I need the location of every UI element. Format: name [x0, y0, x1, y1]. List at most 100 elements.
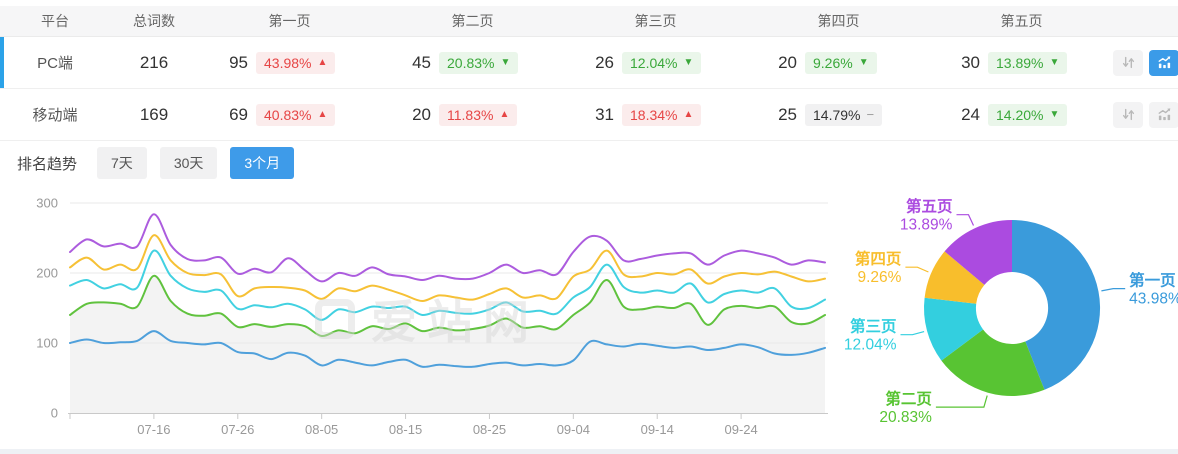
trend-arrow-icon: ▼ — [683, 56, 694, 68]
svg-text:100: 100 — [36, 336, 58, 351]
page-bottom-strip — [0, 449, 1178, 454]
page3-count: 31 — [595, 104, 614, 124]
change-percent: 14.20% — [996, 106, 1044, 123]
page5-count: 24 — [961, 104, 980, 124]
change-percent: 11.83% — [447, 106, 494, 123]
sort-compare-button[interactable] — [1113, 49, 1143, 76]
bar-trend-icon — [1158, 108, 1170, 121]
trend-arrow-icon: ▲ — [683, 108, 694, 120]
page4-change-badge: 14.79% − — [805, 103, 883, 126]
svg-text:第五页: 第五页 — [906, 197, 953, 216]
svg-text:09-04: 09-04 — [557, 422, 590, 437]
svg-text:08-25: 08-25 — [473, 422, 506, 437]
page3-cell: 31 18.34% ▲ — [564, 103, 747, 126]
trend-section-header: 排名趋势 7天 30天 3个月 — [0, 147, 307, 179]
pie-slice-第一页 — [1012, 219, 1101, 390]
page4-cell: 25 14.79% − — [747, 103, 930, 126]
page5-cell: 24 14.20% ▼ — [930, 103, 1113, 126]
trend-arrow-icon: ▼ — [858, 56, 869, 68]
row-actions — [1113, 101, 1178, 128]
total-words-value: 169 — [139, 104, 169, 124]
table-header-row: 平台 总词数 第一页 第二页 第三页 第四页 第五页 — [0, 6, 1178, 37]
col-page-1: 第一页 — [268, 13, 311, 29]
page5-cell: 30 13.89% ▼ — [930, 51, 1113, 74]
page3-change-badge: 12.04% ▼ — [622, 51, 702, 74]
svg-text:08-05: 08-05 — [305, 422, 338, 437]
page1-change-badge: 43.98% ▲ — [256, 51, 336, 74]
page2-cell: 20 11.83% ▲ — [381, 103, 564, 126]
sort-compare-button[interactable] — [1113, 101, 1143, 128]
svg-text:09-24: 09-24 — [724, 422, 757, 437]
bar-trend-icon — [1158, 56, 1170, 69]
sort-arrows-icon — [1122, 108, 1134, 121]
trend-arrow-icon: ▲ — [317, 56, 328, 68]
table-row-pc[interactable]: PC端 216 95 43.98% ▲ 45 20.83% ▼ 26 12.04% ▼… — [0, 37, 1178, 89]
trend-arrow-icon: ▲ — [317, 108, 328, 120]
trend-arrow-icon: ▲ — [499, 108, 510, 120]
svg-text:13.89%: 13.89% — [900, 217, 953, 234]
change-percent: 20.83% — [447, 54, 495, 71]
page1-cell: 95 43.98% ▲ — [198, 51, 381, 74]
svg-text:07-16: 07-16 — [137, 422, 170, 437]
pie-slice-第四页 — [924, 251, 985, 304]
trend-arrow-icon: ▼ — [1049, 108, 1060, 120]
tab-7-days[interactable]: 7天 — [97, 147, 147, 179]
page4-change-badge: 9.26% ▼ — [805, 51, 877, 74]
page3-cell: 26 12.04% ▼ — [564, 51, 747, 74]
change-percent: 12.04% — [630, 54, 678, 71]
page3-change-badge: 18.34% ▲ — [622, 103, 702, 126]
col-total-words: 总词数 — [133, 13, 175, 29]
page2-count: 45 — [412, 52, 431, 72]
page2-change-badge: 20.83% ▼ — [439, 51, 519, 74]
page3-count: 26 — [595, 52, 614, 72]
svg-text:08-15: 08-15 — [389, 422, 422, 437]
svg-text:第一页: 第一页 — [1129, 271, 1176, 290]
pie-slice-第二页 — [941, 329, 1045, 397]
change-percent: 9.26% — [813, 54, 853, 71]
change-percent: 13.89% — [996, 54, 1044, 71]
col-page-2: 第二页 — [451, 13, 494, 29]
charts-area: 0 100 200 300 07-16 07-26 08-05 08-15 08-25 09-04… — [0, 186, 1178, 449]
pie-slice-第五页 — [944, 220, 1012, 285]
keyword-rank-table: 平台 总词数 第一页 第二页 第三页 第四页 第五页 PC端 216 95 43… — [0, 0, 1178, 141]
col-platform: 平台 — [41, 13, 69, 29]
total-words-value: 216 — [139, 52, 169, 72]
page4-count: 25 — [778, 104, 797, 124]
trend-arrow-icon: − — [866, 107, 875, 122]
change-percent: 14.79% — [813, 106, 861, 123]
svg-text:20.83%: 20.83% — [879, 409, 932, 426]
trend-arrow-icon: ▼ — [1049, 56, 1060, 68]
col-actions: 第五页 — [1000, 13, 1043, 29]
svg-text:第四页: 第四页 — [855, 249, 902, 268]
svg-text:200: 200 — [36, 266, 58, 281]
pie-slice-第三页 — [923, 297, 984, 361]
svg-text:09-14: 09-14 — [641, 422, 674, 437]
change-percent: 43.98% — [264, 54, 312, 71]
svg-text:12.04%: 12.04% — [844, 337, 897, 354]
platform-label: 移动端 — [32, 107, 78, 124]
page4-cell: 20 9.26% ▼ — [747, 51, 930, 74]
page5-change-badge: 13.89% ▼ — [988, 51, 1068, 74]
col-page-4: 第四页 — [817, 13, 860, 29]
page2-change-badge: 11.83% ▲ — [439, 103, 518, 126]
svg-text:第二页: 第二页 — [885, 389, 932, 408]
page4-count: 20 — [778, 52, 797, 72]
svg-text:43.98%: 43.98% — [1129, 291, 1178, 308]
page1-change-badge: 40.83% ▲ — [256, 103, 336, 126]
trend-arrow-icon: ▼ — [500, 56, 511, 68]
trend-chart-button[interactable] — [1149, 49, 1178, 76]
trend-section-title: 排名趋势 — [17, 155, 78, 173]
col-page-3: 第三页 — [634, 13, 677, 29]
tab-30-days[interactable]: 30天 — [159, 147, 218, 179]
table-row-mobile[interactable]: 移动端 169 69 40.83% ▲ 20 11.83% ▲ 31 18.34% ▲… — [0, 89, 1178, 141]
svg-text:300: 300 — [36, 196, 58, 211]
rank-trend-line-chart: 0 100 200 300 07-16 07-26 08-05 08-15 08-25 09-04… — [36, 196, 828, 437]
change-percent: 18.34% — [630, 106, 678, 123]
svg-text:07-26: 07-26 — [221, 422, 254, 437]
svg-text:9.26%: 9.26% — [857, 269, 901, 286]
page2-cell: 45 20.83% ▼ — [381, 51, 564, 74]
page2-count: 20 — [412, 104, 431, 124]
trend-chart-button[interactable] — [1149, 101, 1178, 128]
tab-3-months[interactable]: 3个月 — [230, 147, 295, 179]
